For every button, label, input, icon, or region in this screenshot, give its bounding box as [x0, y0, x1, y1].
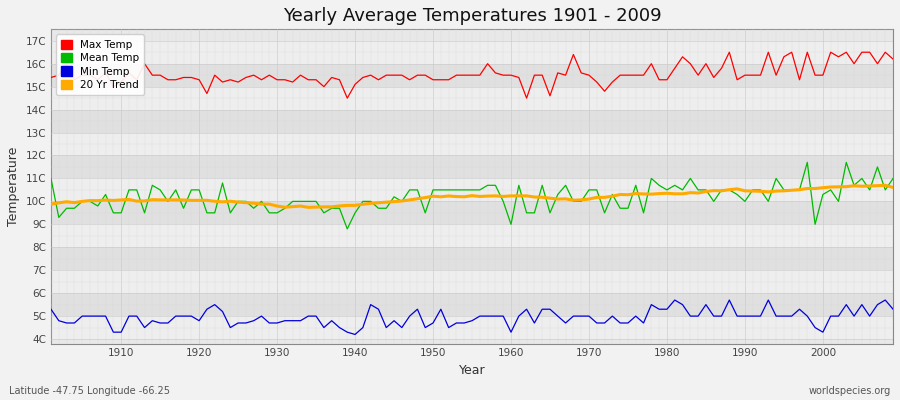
Bar	[51, 201, 893, 224]
Bar	[51, 41, 893, 64]
Bar	[51, 270, 893, 293]
Bar	[51, 178, 893, 201]
Text: Latitude -47.75 Longitude -66.25: Latitude -47.75 Longitude -66.25	[9, 386, 170, 396]
Y-axis label: Temperature: Temperature	[7, 147, 20, 226]
Bar	[51, 293, 893, 316]
Bar	[51, 87, 893, 110]
Bar	[51, 224, 893, 247]
Legend: Max Temp, Mean Temp, Min Temp, 20 Yr Trend: Max Temp, Mean Temp, Min Temp, 20 Yr Tre…	[56, 34, 145, 95]
Bar	[51, 64, 893, 87]
Bar	[51, 247, 893, 270]
X-axis label: Year: Year	[459, 364, 485, 377]
Bar	[51, 132, 893, 156]
Bar	[51, 316, 893, 339]
Text: worldspecies.org: worldspecies.org	[809, 386, 891, 396]
Bar	[51, 110, 893, 132]
Bar	[51, 156, 893, 178]
Title: Yearly Average Temperatures 1901 - 2009: Yearly Average Temperatures 1901 - 2009	[283, 7, 662, 25]
